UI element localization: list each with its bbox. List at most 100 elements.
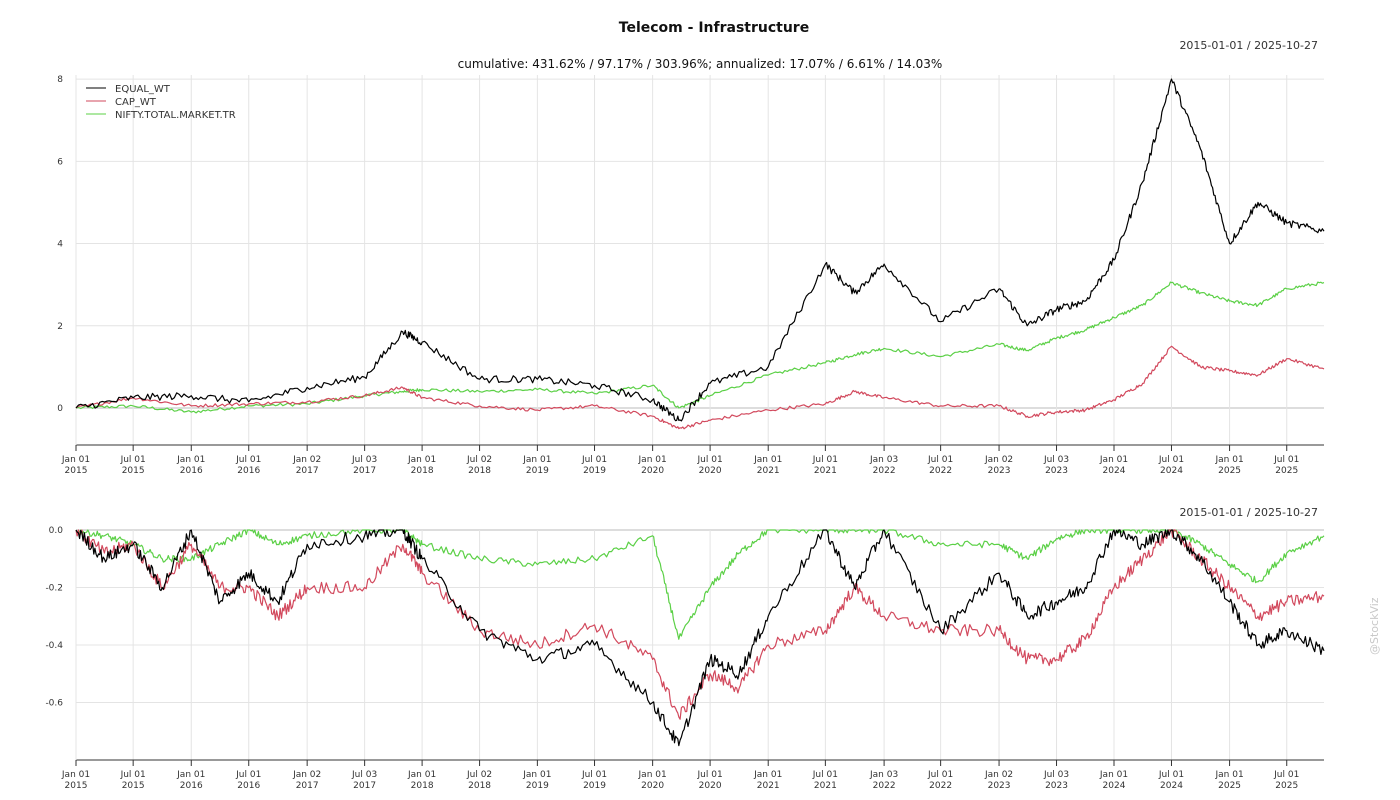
x-tick-label-year: 2015 bbox=[122, 781, 145, 791]
x-tick-label: Jan 01 bbox=[522, 455, 551, 465]
x-tick-label: Jan 01 bbox=[1214, 770, 1243, 780]
x-tick-label-year: 2024 bbox=[1103, 466, 1126, 476]
date-range-bottom: 2015-01-01 / 2025-10-27 bbox=[1179, 506, 1318, 519]
x-tick-label: Jan 01 bbox=[1214, 455, 1243, 465]
x-tick-label-year: 2016 bbox=[237, 466, 260, 476]
x-tick-label-year: 2019 bbox=[526, 781, 549, 791]
x-tick-label-year: 2016 bbox=[180, 781, 203, 791]
x-tick-label-year: 2015 bbox=[65, 466, 88, 476]
y-tick-label: 2 bbox=[57, 322, 63, 332]
x-tick-label-year: 2021 bbox=[757, 466, 780, 476]
x-tick-label-year: 2017 bbox=[353, 781, 376, 791]
legend-label: EQUAL_WT bbox=[115, 84, 171, 95]
x-tick-label: Jul 02 bbox=[466, 770, 492, 780]
x-tick-label: Jul 03 bbox=[1043, 770, 1069, 780]
x-tick-label-year: 2020 bbox=[641, 781, 664, 791]
x-tick-label: Jan 02 bbox=[984, 770, 1013, 780]
x-tick-label-year: 2022 bbox=[929, 781, 952, 791]
x-tick-label-year: 2023 bbox=[1045, 781, 1068, 791]
x-tick-label-year: 2020 bbox=[699, 781, 722, 791]
x-tick-label: Jul 03 bbox=[1043, 455, 1069, 465]
legend-label: NIFTY.TOTAL.MARKET.TR bbox=[115, 110, 236, 121]
x-tick-label: Jul 03 bbox=[351, 770, 377, 780]
x-tick-label: Jan 01 bbox=[61, 770, 90, 780]
x-tick-label: Jan 02 bbox=[984, 455, 1013, 465]
series-line-equal-wt bbox=[75, 78, 1325, 422]
x-tick-label-year: 2023 bbox=[988, 466, 1011, 476]
chart-title: Telecom - Infrastructure bbox=[618, 20, 810, 36]
x-tick-label-year: 2018 bbox=[411, 781, 434, 791]
x-tick-label-year: 2018 bbox=[411, 466, 434, 476]
x-tick-label-year: 2016 bbox=[180, 466, 203, 476]
x-tick-label-year: 2016 bbox=[237, 781, 260, 791]
x-tick-label: Jul 01 bbox=[927, 770, 953, 780]
x-tick-label: Jul 01 bbox=[1158, 770, 1184, 780]
x-tick-label: Jul 01 bbox=[581, 455, 607, 465]
date-range-top: 2015-01-01 / 2025-10-27 bbox=[1179, 39, 1318, 52]
x-tick-label-year: 2017 bbox=[296, 781, 319, 791]
x-tick-label-year: 2025 bbox=[1275, 781, 1298, 791]
chart-subtitle: cumulative: 431.62% / 97.17% / 303.96%; … bbox=[457, 57, 943, 71]
x-tick-label: Jan 02 bbox=[292, 770, 321, 780]
x-tick-label: Jul 01 bbox=[120, 770, 146, 780]
x-tick-label: Jan 01 bbox=[1099, 455, 1128, 465]
x-tick-label-year: 2022 bbox=[873, 781, 896, 791]
x-tick-label-year: 2017 bbox=[296, 466, 319, 476]
x-tick-label: Jul 03 bbox=[351, 455, 377, 465]
x-tick-label-year: 2022 bbox=[873, 466, 896, 476]
y-tick-label: -0.4 bbox=[45, 641, 63, 651]
x-tick-label-year: 2019 bbox=[583, 781, 606, 791]
x-tick-label: Jan 01 bbox=[176, 770, 205, 780]
x-tick-label-year: 2022 bbox=[929, 466, 952, 476]
x-tick-label-year: 2020 bbox=[699, 466, 722, 476]
x-tick-label: Jan 01 bbox=[407, 455, 436, 465]
series-line-cap-wt bbox=[75, 345, 1325, 430]
series-line-nifty-total-market-tr-drawdown bbox=[75, 529, 1325, 640]
x-tick-label-year: 2018 bbox=[468, 781, 491, 791]
x-tick-label: Jul 01 bbox=[697, 770, 723, 780]
x-tick-label-year: 2015 bbox=[122, 466, 145, 476]
x-tick-label: Jan 02 bbox=[292, 455, 321, 465]
x-tick-label: Jul 01 bbox=[120, 455, 146, 465]
x-tick-label-year: 2021 bbox=[757, 781, 780, 791]
x-tick-label-year: 2019 bbox=[526, 466, 549, 476]
x-tick-label-year: 2015 bbox=[65, 781, 88, 791]
y-tick-label: 0 bbox=[57, 404, 63, 414]
x-tick-label: Jul 01 bbox=[927, 455, 953, 465]
x-tick-label: Jan 01 bbox=[638, 455, 667, 465]
y-tick-label: 4 bbox=[57, 240, 63, 250]
series-line-equal-wt-drawdown bbox=[75, 529, 1325, 747]
x-tick-label: Jan 01 bbox=[1099, 770, 1128, 780]
x-tick-label: Jan 01 bbox=[176, 455, 205, 465]
x-tick-label-year: 2021 bbox=[814, 781, 837, 791]
x-tick-label-year: 2020 bbox=[641, 466, 664, 476]
x-tick-label-year: 2021 bbox=[814, 466, 837, 476]
x-tick-label-year: 2019 bbox=[583, 466, 606, 476]
x-tick-label: Jan 03 bbox=[869, 455, 898, 465]
x-tick-label: Jan 01 bbox=[61, 455, 90, 465]
x-tick-label: Jul 01 bbox=[812, 455, 838, 465]
y-tick-label: 8 bbox=[57, 75, 63, 85]
x-tick-label-year: 2023 bbox=[988, 781, 1011, 791]
x-tick-label-year: 2023 bbox=[1045, 466, 1068, 476]
x-tick-label: Jul 01 bbox=[235, 455, 261, 465]
y-tick-label: 0.0 bbox=[49, 526, 64, 536]
y-tick-label: -0.2 bbox=[45, 584, 63, 594]
x-tick-label: Jan 01 bbox=[522, 770, 551, 780]
x-tick-label: Jul 01 bbox=[812, 770, 838, 780]
x-tick-label: Jul 01 bbox=[235, 770, 261, 780]
y-tick-label: -0.6 bbox=[45, 699, 63, 709]
x-tick-label: Jul 02 bbox=[466, 455, 492, 465]
x-tick-label-year: 2025 bbox=[1275, 466, 1298, 476]
x-tick-label: Jan 01 bbox=[407, 770, 436, 780]
y-tick-label: 6 bbox=[57, 157, 63, 167]
x-tick-label: Jan 01 bbox=[638, 770, 667, 780]
x-tick-label: Jan 01 bbox=[753, 770, 782, 780]
x-tick-label: Jan 01 bbox=[753, 455, 782, 465]
x-tick-label-year: 2025 bbox=[1218, 466, 1241, 476]
x-tick-label: Jul 01 bbox=[1273, 770, 1299, 780]
x-tick-label: Jul 01 bbox=[1158, 455, 1184, 465]
legend-label: CAP_WT bbox=[115, 97, 157, 108]
x-tick-label-year: 2018 bbox=[468, 466, 491, 476]
